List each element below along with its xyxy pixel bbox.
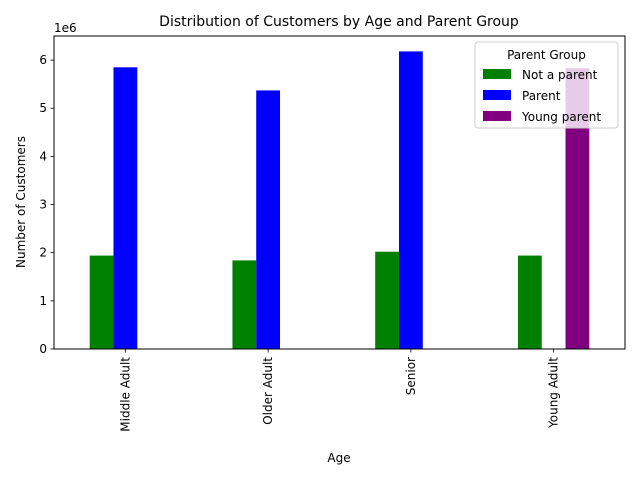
legend-label: Parent xyxy=(522,89,561,103)
legend-label: Not a parent xyxy=(522,68,598,82)
y-tick-label: 3 xyxy=(39,198,47,212)
y-tick-label: 2 xyxy=(39,246,47,260)
x-ticks-group: Middle Adult Older Adult Senior Young Adult xyxy=(118,349,561,432)
x-axis-label: Age xyxy=(327,451,350,465)
y-axis-offset-text: 1e6 xyxy=(54,21,77,35)
y-tick-label: 1 xyxy=(39,294,47,308)
bar-not-a-parent-2 xyxy=(375,251,399,349)
y-tick-label: 0 xyxy=(39,342,47,356)
x-tick-label: Middle Adult xyxy=(118,357,132,432)
legend-label: Young parent xyxy=(521,110,601,124)
bar-not-a-parent-1 xyxy=(232,260,257,349)
bar-parent-2 xyxy=(398,51,423,349)
chart-title: Distribution of Customers by Age and Par… xyxy=(159,14,519,30)
y-axis-label: Number of Customers xyxy=(14,136,28,268)
bar-not-a-parent-3 xyxy=(517,255,542,349)
y-tick-label: 6 xyxy=(39,53,47,67)
bar-not-a-parent-0 xyxy=(89,255,114,349)
x-tick-label: Older Adult xyxy=(261,357,275,425)
plot-frame xyxy=(53,35,626,350)
bars-group xyxy=(89,51,590,350)
bar-parent-1 xyxy=(256,90,281,349)
legend-box xyxy=(474,41,619,129)
x-tick-label: Young Adult xyxy=(547,357,561,429)
legend-swatch xyxy=(483,69,511,79)
legend-title: Parent Group xyxy=(507,48,586,62)
legend-swatch xyxy=(483,111,511,121)
y-ticks-group: 0 1 2 3 4 5 6 xyxy=(39,53,54,356)
bar-young-parent-3 xyxy=(565,68,590,350)
x-tick-label: Senior xyxy=(404,357,418,395)
y-tick-label: 5 xyxy=(39,101,47,115)
legend: Parent Group Not a parent Parent Young pare… xyxy=(474,41,619,129)
y-tick-label: 4 xyxy=(39,149,47,163)
bar-parent-0 xyxy=(113,67,138,350)
legend-swatch xyxy=(483,90,511,100)
